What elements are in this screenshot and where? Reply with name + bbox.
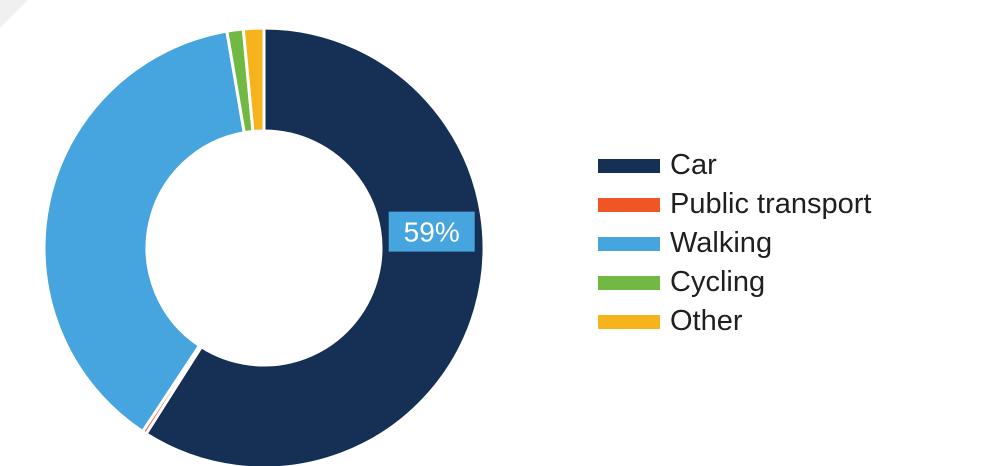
chart-legend: Car Public transport Walking Cycling Oth… [598, 146, 872, 341]
slice-car [144, 26, 486, 466]
legend-label-other: Other [670, 305, 743, 337]
legend-swatch-car [598, 158, 660, 173]
legend-label-cycling: Cycling [670, 266, 766, 298]
legend-label-walking: Walking [670, 227, 773, 259]
legend-label-public-transport: Public transport [670, 188, 872, 220]
legend-item-public-transport: Public transport [598, 185, 872, 224]
legend-item-car: Car [598, 146, 872, 185]
donut-slices [42, 26, 486, 466]
legend-swatch-walking [598, 236, 660, 251]
legend-item-walking: Walking [598, 224, 872, 263]
corner-decoration [0, 0, 28, 28]
legend-swatch-cycling [598, 275, 660, 290]
donut-chart: 59% [42, 26, 486, 466]
legend-label-car: Car [670, 149, 717, 181]
data-label-box [388, 211, 475, 252]
slice-other [241, 26, 266, 134]
legend-item-other: Other [598, 302, 872, 341]
slice-walking [42, 29, 246, 434]
legend-item-cycling: Cycling [598, 263, 872, 302]
legend-swatch-public-transport [598, 197, 660, 212]
data-label: 59% [404, 217, 460, 248]
legend-swatch-other [598, 314, 660, 329]
donut-value-labels: 59% [388, 211, 475, 252]
